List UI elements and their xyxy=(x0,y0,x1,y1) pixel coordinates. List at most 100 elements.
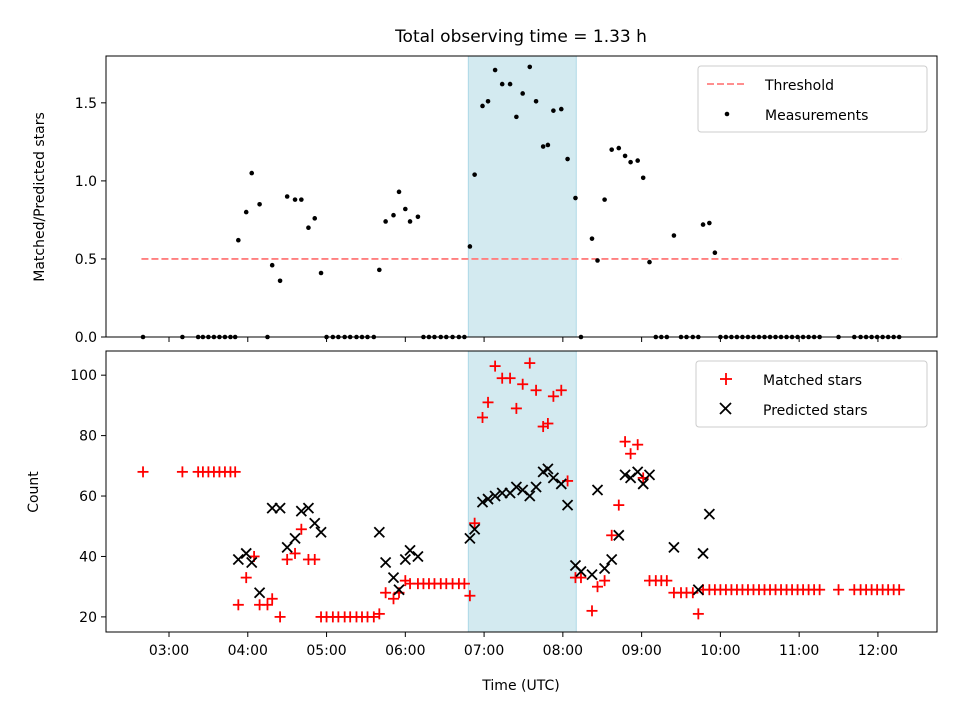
matched-star-point xyxy=(373,608,385,620)
matched-star-point xyxy=(281,553,293,565)
predicted-star-point xyxy=(643,469,656,481)
ratio-legend-box xyxy=(697,65,928,133)
matched-star-point xyxy=(289,547,301,559)
predicted-star-point xyxy=(692,584,704,596)
matched-star-point xyxy=(586,605,598,617)
measurement-point xyxy=(467,244,473,249)
ratio-y-axis-label: Matched/Predicted stars xyxy=(32,112,48,282)
x-tick-label: 07:00 xyxy=(464,643,504,659)
matched-star-point xyxy=(380,587,392,599)
predicted-star-point xyxy=(379,556,392,569)
y-tick-label: 0.0 xyxy=(75,330,97,346)
matched-star-point xyxy=(477,411,489,423)
predicted-star-point xyxy=(555,478,567,490)
predicted-star-point xyxy=(591,484,604,496)
predicted-star-point xyxy=(598,562,611,575)
matched-star-point xyxy=(893,584,905,596)
matched-star-point xyxy=(388,593,400,605)
measurement-point xyxy=(306,225,311,231)
x-tick-label: 10:00 xyxy=(700,643,740,659)
predicted-star-point xyxy=(482,493,494,505)
count-y-axis-label: Count xyxy=(26,471,42,513)
measurement-point xyxy=(602,197,607,202)
measurement-point xyxy=(391,212,396,218)
measurement-point xyxy=(257,202,262,207)
measurement-point xyxy=(647,259,652,265)
measurement-point xyxy=(318,270,324,276)
measurement-point xyxy=(520,91,525,96)
matched-star-point xyxy=(469,517,481,529)
ratio-axes-frame xyxy=(105,55,938,338)
measurement-point xyxy=(299,197,304,202)
matched-star-point xyxy=(232,599,244,611)
predicted-star-point xyxy=(489,490,501,502)
x-tick-label: 09:00 xyxy=(621,643,661,659)
predicted-star-point xyxy=(468,523,481,535)
predicted-star-point xyxy=(464,532,476,544)
measurement-point xyxy=(312,216,318,221)
measurement-point xyxy=(485,98,491,104)
matched-star-point xyxy=(464,590,476,602)
measurement-point xyxy=(565,156,570,162)
matched-star-point xyxy=(632,439,644,451)
count-panel: 20 40 60 80 100 03:00 04:00 05:00 06:00 07:00 08:… xyxy=(26,350,938,694)
matched-star-point xyxy=(504,372,516,384)
matched-star-point xyxy=(295,523,307,535)
matched-star-point xyxy=(261,599,273,611)
y-tick-label: 60 xyxy=(79,489,97,505)
measurement-point xyxy=(492,67,498,73)
y-tick-label: 0.5 xyxy=(75,252,97,268)
predicted-star-point xyxy=(302,502,315,514)
matched-star-point xyxy=(517,378,529,390)
matched-star-point xyxy=(592,581,604,593)
predicted-star-point xyxy=(240,547,252,560)
chart-title: Total observing time = 1.33 h xyxy=(394,27,647,47)
measurement-point xyxy=(635,158,640,163)
matched-star-point xyxy=(482,396,494,408)
predicted-star-point xyxy=(668,541,680,554)
predicted-star-point xyxy=(561,499,574,511)
measurement-point xyxy=(236,237,241,243)
measurement-point xyxy=(622,153,628,159)
matched-star-point xyxy=(606,529,618,541)
measurement-point xyxy=(396,189,402,195)
y-tick-label: 80 xyxy=(79,429,97,445)
predicted-star-point xyxy=(373,526,385,538)
measurement-point xyxy=(243,209,249,215)
matched-star-point xyxy=(625,448,637,460)
measurement-point xyxy=(640,175,646,181)
measurement-point xyxy=(573,195,578,201)
matched-star-point xyxy=(530,384,542,396)
measurement-point xyxy=(277,278,283,284)
predicted-star-point xyxy=(606,553,618,566)
predicted-star-point xyxy=(530,481,542,493)
measurement-point xyxy=(700,222,706,227)
predicted-star-point xyxy=(476,496,489,508)
matched-star-point xyxy=(833,584,845,596)
predicted-star-point xyxy=(393,584,405,596)
predicted-star-point xyxy=(295,505,307,517)
matched-star-point xyxy=(575,572,587,584)
measurement-point xyxy=(407,219,413,224)
y-tick-label: 20 xyxy=(79,610,97,626)
measurement-point xyxy=(514,114,519,120)
matched-star-point xyxy=(137,466,149,478)
matched-star-point xyxy=(524,357,536,369)
matched-star-point xyxy=(619,436,631,448)
measurement-point xyxy=(558,106,564,112)
y-tick-label: 100 xyxy=(70,368,97,384)
matched-star-point xyxy=(555,384,567,396)
ratio-highlight-band xyxy=(467,55,577,338)
measurement-point xyxy=(616,145,622,151)
matched-star-point xyxy=(613,499,625,511)
measurement-point xyxy=(707,220,712,226)
matched-star-point xyxy=(240,572,252,584)
predicted-star-point xyxy=(253,587,266,599)
predicted-star-point xyxy=(232,553,244,566)
x-tick-label: 04:00 xyxy=(228,643,268,659)
predicted-legend-label: Predicted stars xyxy=(763,403,868,419)
measurement-point xyxy=(383,219,388,224)
matched-star-point xyxy=(229,466,241,478)
x-tick-label: 11:00 xyxy=(779,643,819,659)
